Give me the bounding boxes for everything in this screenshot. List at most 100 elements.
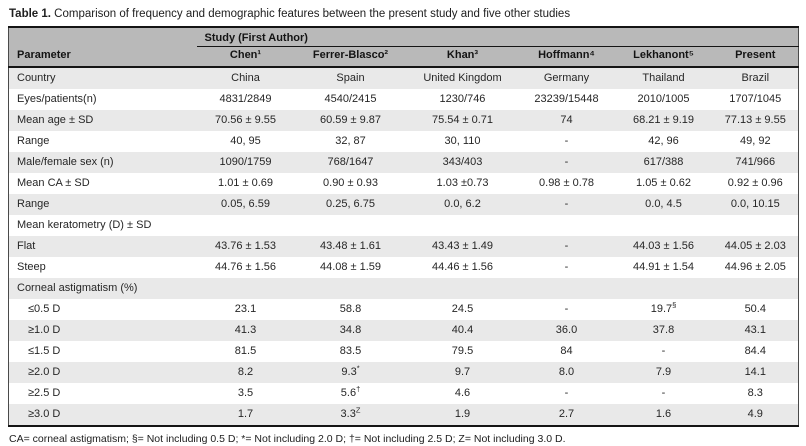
cell-value: 8.2 [237,366,254,378]
cell-value: 83.5 [339,345,362,357]
row-label: Flat [17,240,36,252]
cell-value: 24.5 [451,303,474,315]
cell-value: 1.01 ± 0.69 [218,177,273,189]
cell-value [615,215,713,236]
cell-value: 0.25, 6.75 [326,198,375,210]
cell-value: 75.54 ± 0.71 [431,114,494,126]
cell-value: - [564,240,569,252]
cell-value: 8.0 [558,366,575,378]
cell-value: 84.4 [744,345,766,357]
cell-value: 81.5 [234,345,257,357]
table-row: Range 0.05, 6.59 0.25, 6.75 0.0, 6.2 - 0.0, 4… [8,194,799,215]
cell-value: 4540/2415 [324,93,377,105]
cell-value: 0.98 ± 0.78 [539,177,594,189]
cell-value: 44.08 ± 1.59 [319,261,382,273]
cell-value [713,278,799,299]
table-body: Country China Spain United Kingdom Germany Th… [8,67,799,426]
cell-value: Thailand [642,72,685,84]
cell-value: - [661,345,666,357]
cell-value [295,278,407,299]
cell-value: 40.4 [451,324,474,336]
cell-value: 23.1 [234,303,257,315]
cell-value [197,278,295,299]
row-label: Mean age ± SD [17,114,94,126]
cell-value: 74 [560,114,573,126]
cell-value: - [661,387,666,399]
row-label: Range [17,198,50,210]
cell-value: 23239/15448 [534,93,599,105]
cell-value: Spain [336,72,365,84]
cell-value: - [564,387,569,399]
cell-value: 343/403 [442,156,483,168]
cell-value [407,215,519,236]
row-label: ≥1.0 D [28,324,61,336]
group-header-row: Study (First Author) [8,27,799,47]
cell-value: 1.05 ± 0.62 [636,177,691,189]
cell-value: 68.21 ± 9.19 [632,114,695,126]
table-row: ≥2.0 D 8.2 9.3* 9.7 8.0 7.9 14.1 [8,362,799,383]
cell-value: 19.7§ [650,300,677,315]
row-label: Corneal astigmatism (%) [17,282,138,294]
table-row: ≥3.0 D 1.7 3.3Z 1.9 2.7 1.6 4.9 [8,404,799,426]
cell-value: 9.7 [454,366,471,378]
cell-value: 34.8 [339,324,362,336]
row-label: Male/female sex (n) [17,156,114,168]
section-row: Mean keratometry (D) ± SD [9,215,799,236]
cell-value: 3.5 [237,387,254,399]
cell-value: 0.05, 6.59 [221,198,270,210]
cell-value: - [564,303,569,315]
row-label: Range [17,135,50,147]
cell-value: 9.3* [341,363,360,378]
cell-value: 44.96 ± 2.05 [724,261,786,273]
col-header-study: Khan³ [406,46,519,68]
cell-value: 0.92 ± 0.96 [727,177,783,189]
cell-value: 1.03 ±0.73 [436,177,489,189]
cell-value: 0.90 ± 0.93 [323,177,378,189]
col-header-study: Ferrer-Blasco² [294,46,407,68]
table-header: Study (First Author) Parameter Chen¹ Ferre… [8,27,799,68]
cell-value [615,278,713,299]
cell-value: - [564,198,569,210]
cell-value: 49, 92 [739,135,771,147]
cell-value: 44.46 ± 1.56 [431,261,494,273]
table-number: Table 1. [9,8,51,20]
cell-value: 5.6† [340,384,361,399]
table-row: ≥1.0 D 41.3 34.8 40.4 36.0 37.8 43.1 [8,320,799,341]
footnote-marker: * [356,363,360,373]
cell-value: 41.3 [234,324,257,336]
table-row: Mean CA ± SD 1.01 ± 0.69 0.90 ± 0.93 1.03 ±… [9,173,799,194]
table-row: Male/female sex (n) 1090/1759 768/1647 343/… [8,152,799,173]
table-row: Flat 43.76 ± 1.53 43.48 ± 1.61 43.43 ± 1.49… [8,236,799,257]
header-corner-cell [9,27,197,47]
cell-value: 14.1 [744,366,766,378]
cell-value: 44.91 ± 1.54 [632,261,695,273]
cell-value: 2010/1005 [637,93,690,105]
cell-value: 44.76 ± 1.56 [214,261,277,273]
cell-value [295,215,407,236]
table-row: ≥2.5 D 3.5 5.6† 4.6 - - 8.3 [9,383,799,404]
table-row: ≤1.5 D 81.5 83.5 79.5 84 - 84.4 [9,341,799,362]
cell-value: 40, 95 [230,135,261,147]
col-header-study: Chen¹ [196,46,295,68]
row-label: ≥2.5 D [28,387,61,399]
col-header-parameter: Parameter [8,46,197,68]
table-row: Range 40, 95 32, 87 30, 110 - 42, 96 49, 92 [9,131,799,152]
cell-value: 7.9 [655,366,672,378]
cell-value: 1.6 [655,408,672,420]
table-row: ≤0.5 D 23.1 58.8 24.5 - 19.7§ 50.4 [9,299,799,320]
cell-value [713,215,799,236]
col-header-study: Present [712,46,799,68]
column-header-row: Parameter Chen¹ Ferrer-Blasco² Khan³ Hoffman… [8,46,799,68]
cell-value: 1230/746 [439,93,486,105]
cell-value: 43.43 ± 1.49 [431,240,494,252]
cell-value [519,278,615,299]
cell-value: 43.48 ± 1.61 [319,240,382,252]
row-label: ≤0.5 D [28,303,61,315]
cell-value: 58.8 [339,303,362,315]
cell-value: 70.56 ± 9.55 [214,114,277,126]
row-label: Steep [17,261,46,273]
row-label: ≥2.0 D [28,366,61,378]
cell-value: 42, 96 [648,135,679,147]
cell-value: 768/1647 [327,156,374,168]
